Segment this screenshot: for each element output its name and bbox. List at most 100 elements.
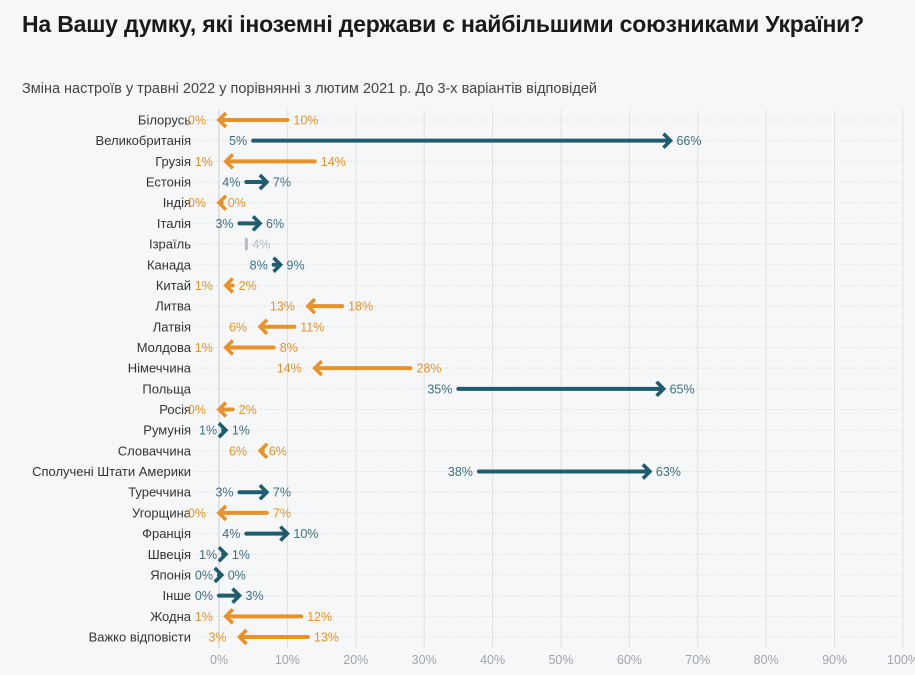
arrow-head [251, 215, 263, 232]
category-label: Канада [147, 257, 192, 272]
arrow-head [257, 442, 269, 460]
arrow-head [223, 608, 235, 625]
row-3: Естонія 4% 7% [146, 173, 903, 191]
value-label-from: 1% [199, 424, 217, 438]
row-1: Великобританія 5% 66% [96, 132, 903, 149]
category-label: Жодна [150, 609, 192, 624]
arrow-head [217, 546, 229, 563]
arrow-head [258, 483, 270, 501]
value-label-to: 7% [273, 176, 291, 190]
value-label-to: 6% [229, 320, 247, 334]
category-label: Індія [163, 195, 191, 210]
row-10: Латвія 6% 11% [153, 318, 903, 336]
row-25: Важко відповісти 3% 13% [89, 628, 903, 646]
category-label: Італія [157, 216, 191, 231]
category-label: Молдова [137, 340, 192, 355]
arrow-head [223, 153, 235, 170]
category-label: Білорусь [138, 113, 191, 128]
arrow-head [258, 173, 270, 191]
category-label: Швеція [148, 547, 191, 562]
arrow-head [231, 587, 243, 604]
row-15: Румунія 1% 1% [143, 421, 903, 439]
value-label-to: 3% [246, 589, 264, 603]
row-2: Грузія 1% 14% [155, 153, 903, 170]
value-label-to: 0% [188, 506, 206, 520]
value-label-to: 1% [195, 610, 213, 624]
x-tick-label: 0% [210, 653, 228, 667]
arrow-head [216, 194, 228, 211]
row-8: Китай 1% 2% [156, 277, 903, 294]
value-label-to: 4% [252, 238, 270, 252]
category-label: Франція [142, 526, 191, 541]
arrow-head [217, 421, 229, 439]
value-label-from: 3% [215, 217, 233, 231]
category-label: Росія [159, 402, 191, 417]
row-9: Литва 13% 18% [155, 297, 903, 315]
category-label: Естонія [146, 175, 191, 190]
value-label-to: 0% [188, 196, 206, 210]
value-label-from: 13% [314, 631, 339, 645]
value-label-from: 5% [229, 134, 247, 148]
value-label-to: 0% [188, 114, 206, 128]
x-tick-label: 100% [887, 653, 915, 667]
category-label: Грузія [155, 154, 191, 169]
grid-layer [218, 110, 904, 648]
x-tick-label: 70% [685, 653, 710, 667]
arrow-head [216, 111, 228, 129]
value-label-from: 0% [195, 589, 213, 603]
x-tick-label: 80% [754, 653, 779, 667]
arrow-head [279, 525, 290, 542]
value-label-from: 0% [228, 196, 246, 210]
row-16: Словаччина 6% 6% [118, 442, 903, 460]
value-label-from: 38% [448, 465, 473, 479]
value-label-from: 8% [250, 258, 268, 272]
value-label-to: 1% [232, 548, 250, 562]
value-label-to: 14% [277, 362, 302, 376]
chart-title: На Вашу думку, які іноземні держави є на… [22, 11, 864, 37]
value-label-to: 7% [273, 486, 291, 500]
value-label-to: 1% [195, 341, 213, 355]
row-20: Франція 4% 10% [142, 525, 903, 542]
arrow-head [257, 318, 269, 336]
arrow-head [223, 277, 235, 294]
category-label: Німеччина [128, 361, 192, 376]
arrow-head [641, 463, 653, 480]
row-21: Швеція 1% 1% [148, 546, 903, 563]
x-tick-label: 60% [617, 653, 642, 667]
value-label-to: 6% [266, 217, 284, 231]
category-label: Інше [163, 588, 191, 603]
value-label-from: 1% [199, 548, 217, 562]
arrow-head [223, 339, 235, 356]
arrow-head [655, 380, 667, 398]
x-tick-label: 30% [412, 653, 437, 667]
value-label-to: 6% [229, 444, 247, 458]
value-label-from: 11% [300, 320, 324, 334]
x-tick-label: 10% [275, 653, 300, 667]
value-label-from: 3% [215, 486, 233, 500]
value-label-from: 2% [239, 279, 257, 293]
row-7: Канада 8% 9% [147, 256, 903, 274]
row-13: Польща 35% 65% [142, 380, 903, 398]
arrow-head [662, 132, 673, 149]
value-label-from: 4% [222, 527, 240, 541]
row-11: Молдова 1% 8% [137, 339, 903, 356]
value-label-to: 1% [232, 424, 250, 438]
category-label: Китай [156, 278, 191, 293]
row-24: Жодна 1% 12% [150, 608, 903, 625]
category-label: Ізраїль [149, 237, 191, 252]
value-label-from: 0% [195, 568, 213, 582]
value-label-from: 12% [307, 610, 332, 624]
value-label-to: 1% [195, 279, 213, 293]
category-label: Важко відповісти [89, 630, 191, 645]
value-label-to: 10% [293, 527, 318, 541]
value-label-to: 3% [208, 631, 226, 645]
category-label: Польща [142, 381, 191, 396]
row-22: Японія 0% 0% [150, 566, 903, 584]
category-label: Литва [155, 299, 192, 314]
arrow-head [312, 359, 324, 377]
value-label-to: 63% [656, 465, 681, 479]
value-label-to: 1% [195, 155, 213, 169]
